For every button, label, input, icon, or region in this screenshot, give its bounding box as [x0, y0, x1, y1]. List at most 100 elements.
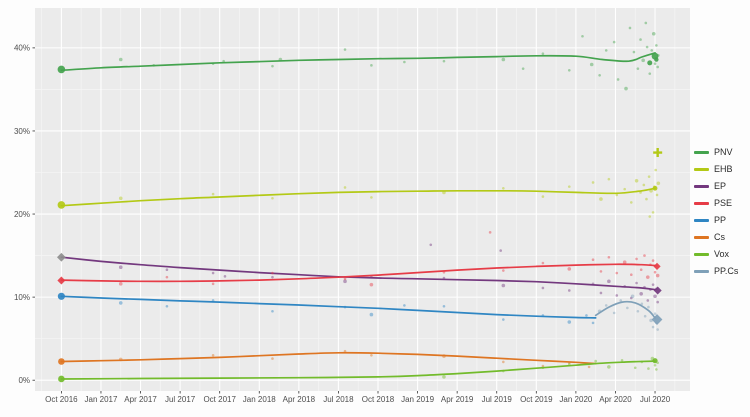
legend-item-ppcs: PP.Cs	[694, 266, 738, 277]
legend-label-ep: EP	[714, 181, 727, 191]
marker-pp.cs	[651, 314, 663, 325]
poll-point-pp	[591, 321, 595, 325]
marker-vox	[652, 358, 658, 364]
poll-point-pse	[591, 258, 595, 262]
poll-point-pp.cs	[636, 309, 640, 313]
legend-item-pp: PP	[694, 215, 738, 226]
poll-point-pse	[645, 275, 650, 279]
poll-point-cs	[343, 349, 347, 353]
poll-point-pp	[271, 309, 274, 313]
x-tick-label: Oct 2019	[520, 395, 553, 404]
trend-line-pp	[60, 295, 597, 319]
poll-point-pse	[343, 277, 347, 281]
poll-point-pp.cs	[647, 305, 650, 309]
poll-point-pse	[622, 260, 627, 265]
poll-point-ep	[118, 265, 123, 270]
legend-label-pse: PSE	[714, 198, 733, 208]
poll-point-pnv	[581, 34, 584, 38]
poll-point-pp.cs	[653, 312, 657, 316]
poll-point-pnv	[118, 57, 123, 62]
poll-point-ehb	[655, 193, 659, 197]
legend-swatch-pp	[694, 219, 709, 222]
poll-point-pp	[567, 320, 572, 324]
poll-point-pse	[369, 282, 374, 287]
poll-point-ep	[211, 271, 215, 275]
legend-item-ep: EP	[694, 181, 738, 192]
poll-point-ehb	[599, 197, 603, 201]
poll-point-pp.cs	[643, 314, 647, 318]
trend-line-ehb	[60, 187, 656, 207]
marker-ehb	[57, 201, 66, 209]
legend-label-ppcs: PP.Cs	[714, 266, 739, 276]
poll-point-ehb	[651, 211, 655, 214]
poll-point-ep	[541, 286, 545, 290]
poll-point-pp.cs	[651, 325, 655, 329]
poll-point-pse	[607, 255, 611, 259]
marker-cs	[58, 358, 65, 365]
poll-point-pnv	[624, 86, 628, 91]
legend-swatch-ep	[694, 185, 709, 188]
poll-point-ehb	[634, 179, 639, 183]
poll-point-ep	[629, 296, 633, 300]
x-tick-label: Jan 2020	[559, 395, 592, 404]
poll-point-pp.cs	[640, 302, 644, 306]
poll-point-pse	[655, 273, 660, 278]
poll-point-pp	[502, 318, 505, 321]
x-tick-label: Jul 2019	[482, 395, 513, 404]
poll-point-pp	[369, 312, 374, 317]
marker-vox	[58, 375, 65, 383]
poll-point-ep	[639, 291, 643, 296]
legend-item-pnv: PNV	[694, 147, 738, 158]
legend-label-pnv: PNV	[714, 147, 733, 157]
poll-point-pnv	[636, 67, 640, 70]
poll-point-cs	[541, 364, 545, 368]
x-tick-label: Oct 2016	[45, 395, 78, 404]
poll-point-ep	[607, 279, 611, 284]
marker-ep	[653, 286, 662, 295]
legend-label-vox: Vox	[714, 249, 730, 259]
poll-point-ehb	[271, 196, 274, 200]
poll-point-cs	[502, 360, 505, 364]
poll-point-pse	[639, 268, 643, 272]
poll-point-vox	[607, 365, 611, 369]
poll-point-pse	[635, 257, 638, 261]
poll-point-ehb	[648, 215, 652, 218]
poll-point-ep	[635, 281, 638, 285]
poll-point-pnv	[589, 62, 594, 67]
poll-point-ehb	[118, 196, 123, 201]
poll-point-vox	[594, 359, 597, 363]
poll-point-pnv	[645, 45, 649, 49]
y-tick-label: 30%	[14, 127, 30, 136]
poll-point-pnv	[651, 31, 656, 36]
poll-point-pse	[118, 282, 123, 286]
poll-point-pp.cs	[626, 306, 629, 310]
poll-point-pse	[653, 270, 657, 274]
legend: PNV EHB EP PSE PP Cs Vox PP.Cs	[694, 147, 738, 277]
trend-line-pse	[60, 263, 656, 283]
marker-ehb	[653, 148, 663, 158]
legend-item-vox: Vox	[694, 249, 738, 260]
poll-point-ep	[501, 283, 506, 288]
poll-point-ehb	[370, 196, 373, 199]
poll-point-ehb	[615, 193, 619, 197]
marker-ehb	[652, 185, 658, 191]
poll-point-pnv	[639, 38, 642, 41]
poll-point-pnv	[343, 48, 347, 51]
poll-point-ehb	[656, 181, 661, 186]
poll-point-pnv	[650, 49, 654, 52]
poll-point-ep	[567, 289, 571, 292]
poll-point-ep	[343, 279, 347, 284]
trend-line-pp.cs	[594, 300, 656, 319]
poll-point-vox	[633, 366, 637, 370]
poll-point-pnv	[644, 21, 648, 25]
x-tick-label: Apr 2019	[441, 395, 474, 404]
poll-point-ehb	[567, 185, 571, 188]
poll-point-pp.cs	[619, 299, 623, 302]
legend-swatch-ppcs	[694, 270, 709, 273]
poll-point-ep	[165, 268, 169, 272]
poll-point-pse	[541, 261, 545, 265]
poll-point-pnv	[641, 58, 645, 63]
legend-swatch-cs	[694, 236, 709, 239]
poll-point-ehb	[607, 177, 611, 181]
poll-point-pp	[165, 304, 169, 308]
